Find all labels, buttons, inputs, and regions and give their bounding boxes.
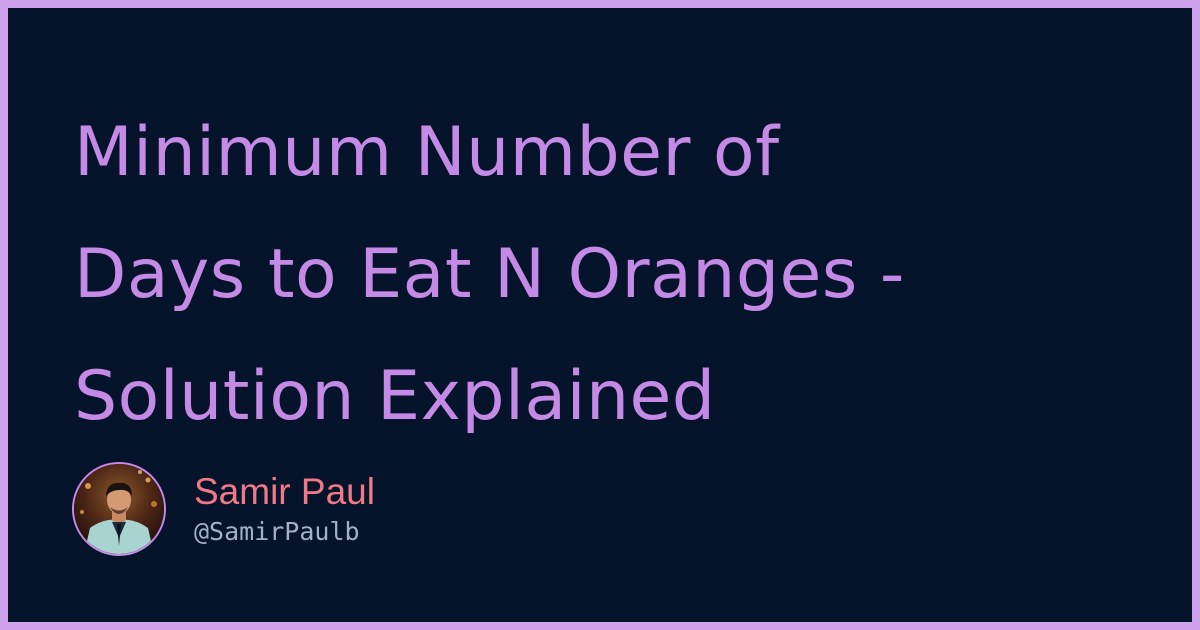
post-title-line-2: Days to Eat N Oranges -: [74, 235, 905, 314]
post-title-line-3: Solution Explained: [74, 357, 716, 436]
author-handle: @SamirPaulb: [194, 517, 360, 546]
author-meta: Samir Paul @SamirPaulb: [194, 470, 375, 548]
author-block: Samir Paul @SamirPaulb: [72, 460, 375, 558]
post-title-line-1: Minimum Number of: [74, 113, 780, 192]
author-photo-icon: [74, 464, 164, 554]
post-title: Minimum Number of Days to Eat N Oranges …: [74, 92, 1164, 458]
author-avatar: [72, 462, 166, 556]
author-name: Samir Paul: [194, 471, 375, 512]
og-card: Minimum Number of Days to Eat N Oranges …: [8, 8, 1192, 622]
